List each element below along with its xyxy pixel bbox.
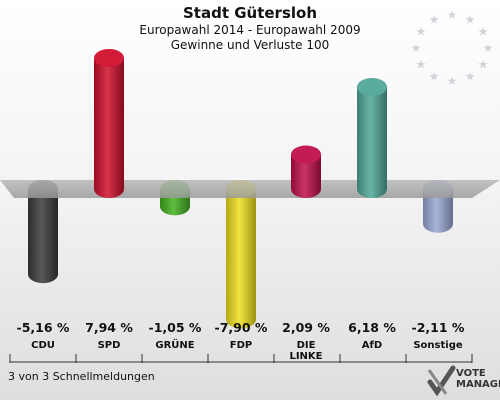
eu-star: ★ bbox=[478, 25, 489, 39]
eu-star: ★ bbox=[478, 58, 489, 72]
logo-line-vote: VOTE bbox=[456, 368, 486, 379]
vote-manager-logo: VOTE MANAGER bbox=[426, 364, 500, 398]
bar-spd bbox=[94, 48, 124, 198]
eu-star: ★ bbox=[429, 12, 440, 26]
eu-star: ★ bbox=[465, 12, 476, 26]
zero-baseline bbox=[0, 180, 500, 198]
value-label-cdu: -5,16 % bbox=[16, 320, 70, 335]
eu-star: ★ bbox=[411, 41, 422, 55]
bar-afd bbox=[357, 78, 387, 198]
category-label-cdu: CDU bbox=[31, 340, 55, 351]
footer-status: 3 von 3 Schnellmeldungen bbox=[8, 370, 155, 383]
eu-star: ★ bbox=[447, 74, 458, 88]
value-label-gr-ne: -1,05 % bbox=[148, 320, 202, 335]
chart-subtitle-scope: Gewinne und Verluste 100 bbox=[170, 38, 330, 52]
eu-star: ★ bbox=[483, 41, 494, 55]
value-label-sonstige: -2,11 % bbox=[411, 320, 465, 335]
eu-star: ★ bbox=[415, 58, 426, 72]
eu-star: ★ bbox=[447, 8, 458, 22]
bar-die-linke bbox=[291, 145, 321, 198]
value-label-fdp: -7,90 % bbox=[214, 320, 268, 335]
category-label-die-linke: DIE LINKE bbox=[289, 340, 323, 362]
value-label-afd: 6,18 % bbox=[348, 320, 396, 335]
vote-check-icon bbox=[427, 365, 456, 397]
logo-line-manager: MANAGER bbox=[456, 379, 500, 390]
eu-stars-icon: ★ ★★★★★★★★★★★ bbox=[411, 8, 494, 88]
eu-star: ★ bbox=[415, 25, 426, 39]
category-label-gr-ne: GRÜNE bbox=[155, 340, 195, 351]
chart-title: Stadt Gütersloh bbox=[182, 4, 317, 22]
bar-fdp bbox=[226, 180, 256, 329]
category-label-afd: AfD bbox=[361, 340, 383, 351]
chart-subtitle-comparison: Europawahl 2014 - Europawahl 2009 bbox=[139, 23, 361, 37]
category-label-fdp: FDP bbox=[229, 340, 253, 351]
eu-star: ★ bbox=[429, 70, 440, 84]
category-label-spd: SPD bbox=[97, 340, 121, 351]
category-label-sonstige: Sonstige bbox=[413, 340, 463, 351]
category-axis bbox=[9, 354, 473, 363]
value-label-spd: 7,94 % bbox=[85, 320, 133, 335]
value-label-die-linke: 2,09 % bbox=[282, 320, 330, 335]
eu-star: ★ bbox=[465, 70, 476, 84]
